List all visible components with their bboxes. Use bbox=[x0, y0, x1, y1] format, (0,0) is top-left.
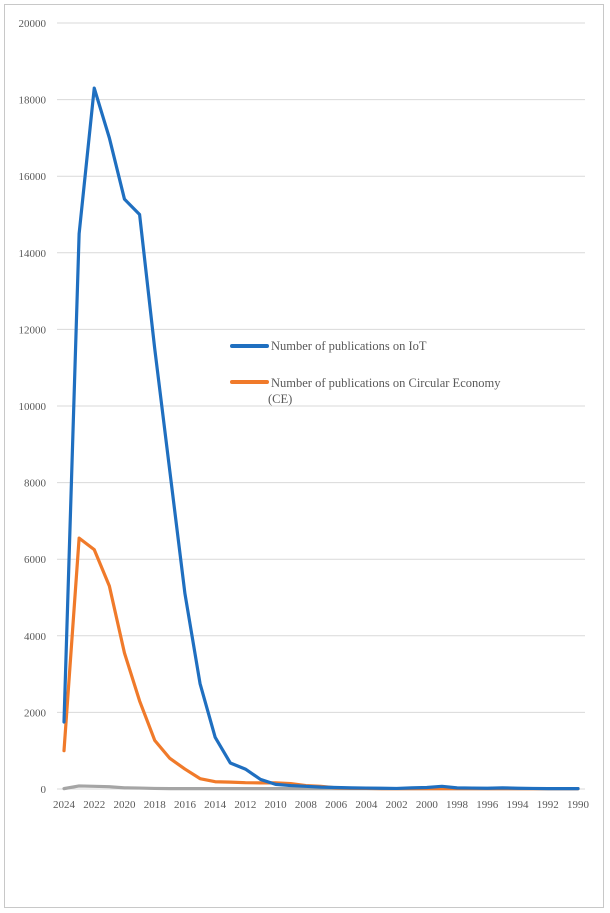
y-tick-label: 6000 bbox=[24, 554, 47, 566]
x-tick-label: 1994 bbox=[507, 799, 530, 811]
series-lines bbox=[62, 86, 580, 791]
y-tick-label: 16000 bbox=[19, 171, 47, 183]
x-tick-label: 2006 bbox=[325, 799, 348, 811]
legend-label-ce: Number of publications on Circular Econo… bbox=[268, 376, 501, 406]
y-tick-label: 20000 bbox=[19, 18, 47, 30]
y-tick-label: 14000 bbox=[19, 248, 47, 260]
x-tick-label: 1998 bbox=[446, 799, 469, 811]
y-tick-label: 4000 bbox=[24, 631, 47, 643]
series-line-iot bbox=[62, 86, 580, 791]
x-tick-label: 2012 bbox=[234, 799, 256, 811]
legend-label-iot: Number of publications on IoT bbox=[271, 339, 427, 353]
x-tick-label: 2024 bbox=[53, 799, 76, 811]
gridlines bbox=[57, 22, 585, 790]
x-tick-label: 2008 bbox=[295, 799, 318, 811]
x-tick-label: 1996 bbox=[476, 799, 499, 811]
y-tick-label: 10000 bbox=[19, 401, 47, 413]
y-axis-ticks: 0 2000 4000 6000 8000 10000 12000 14000 16000 180… bbox=[19, 18, 47, 796]
series-line-ce bbox=[62, 536, 580, 791]
x-axis-ticks: 2024 2022 2020 2018 2016 2014 2012 2010 2008 2006… bbox=[53, 799, 590, 811]
x-tick-label: 2004 bbox=[355, 799, 378, 811]
y-tick-label: 0 bbox=[41, 784, 47, 796]
y-tick-label: 2000 bbox=[24, 707, 47, 719]
x-tick-label: 2010 bbox=[265, 799, 288, 811]
legend: Number of publications on IoT Number of … bbox=[230, 339, 501, 406]
y-tick-label: 18000 bbox=[19, 95, 47, 107]
x-tick-label: 2000 bbox=[416, 799, 439, 811]
x-tick-label: 2014 bbox=[204, 799, 227, 811]
y-tick-label: 12000 bbox=[19, 324, 47, 336]
x-tick-label: 1992 bbox=[537, 799, 559, 811]
x-tick-label: 2020 bbox=[113, 799, 136, 811]
x-tick-label: 1990 bbox=[567, 799, 590, 811]
x-tick-label: 2016 bbox=[174, 799, 197, 811]
x-tick-label: 2022 bbox=[83, 799, 105, 811]
chart-frame bbox=[4, 4, 604, 908]
x-tick-label: 2018 bbox=[144, 799, 167, 811]
x-tick-label: 2002 bbox=[386, 799, 408, 811]
y-tick-label: 8000 bbox=[24, 478, 47, 490]
